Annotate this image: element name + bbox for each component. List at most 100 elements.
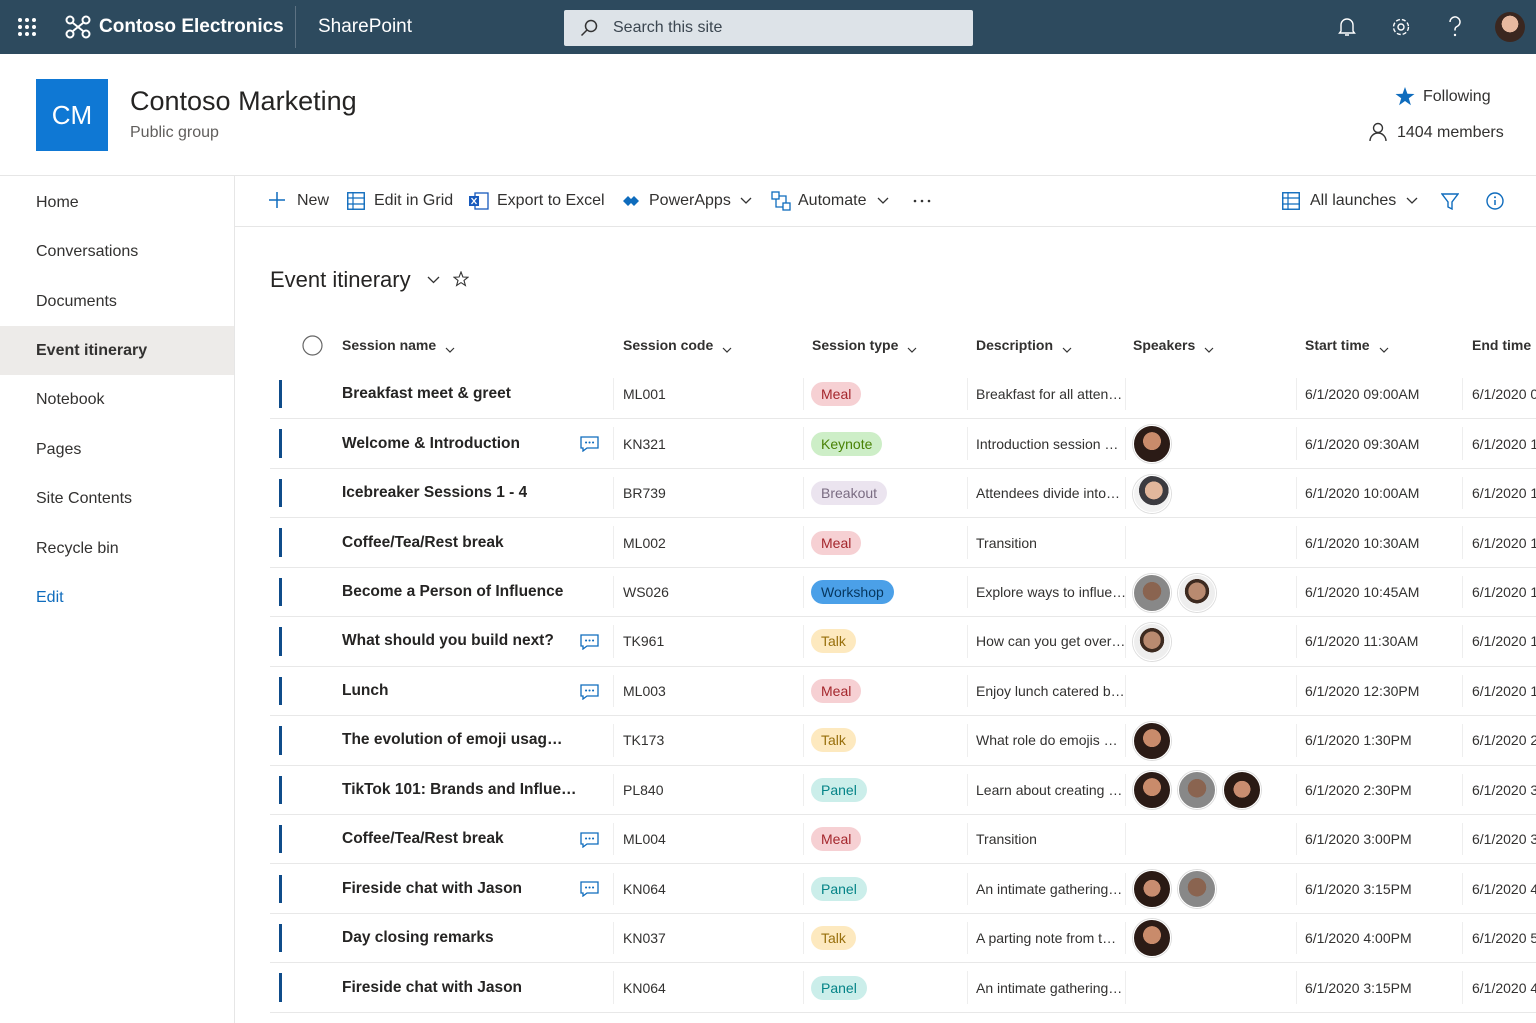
nav-item[interactable]: Notebook bbox=[36, 391, 105, 408]
speaker-avatar[interactable] bbox=[1178, 771, 1216, 809]
list-row[interactable]: The evolution of emoji usag… TK173 Talk Wha… bbox=[270, 716, 1536, 766]
comment-icon[interactable] bbox=[580, 684, 599, 700]
session-name[interactable]: Become a Person of Influence bbox=[342, 568, 563, 616]
list-row[interactable]: Icebreaker Sessions 1 - 4 BR739 Breakout At… bbox=[270, 469, 1536, 519]
session-name[interactable]: Fireside chat with Jason bbox=[342, 963, 522, 1011]
column-header[interactable]: Session type bbox=[812, 337, 899, 353]
session-name[interactable]: Icebreaker Sessions 1 - 4 bbox=[342, 469, 527, 517]
session-name-text[interactable]: Breakfast meet & greet bbox=[342, 385, 511, 403]
comment-icon[interactable] bbox=[580, 832, 599, 848]
column-header[interactable]: End time bbox=[1472, 337, 1532, 353]
comment-icon[interactable] bbox=[580, 634, 599, 650]
list-row[interactable]: Day closing remarks KN037 Talk A parting no… bbox=[270, 914, 1536, 964]
members[interactable]: 1404 members bbox=[1397, 124, 1504, 141]
nav-item[interactable]: Pages bbox=[36, 441, 82, 458]
session-name-text[interactable]: The evolution of emoji usag… bbox=[342, 731, 563, 749]
product-name[interactable]: SharePoint bbox=[318, 16, 413, 37]
view-selector[interactable]: All launches bbox=[1310, 192, 1397, 209]
session-name-text[interactable]: Coffee/Tea/Rest break bbox=[342, 533, 504, 551]
sort-chevron[interactable] bbox=[1062, 340, 1072, 358]
app-launcher[interactable] bbox=[18, 18, 36, 36]
session-name[interactable]: Coffee/Tea/Rest break bbox=[342, 518, 504, 566]
column-header[interactable]: Session code bbox=[623, 337, 714, 353]
speaker-avatar[interactable] bbox=[1133, 722, 1171, 760]
nav-item[interactable]: Home bbox=[36, 194, 79, 211]
session-name[interactable]: TikTok 101: Brands and Influe… bbox=[342, 766, 577, 814]
column-header[interactable]: Description bbox=[976, 337, 1054, 353]
list-row[interactable]: TikTok 101: Brands and Influe… PL840 Panel… bbox=[270, 766, 1536, 816]
chevron[interactable] bbox=[1406, 197, 1418, 205]
session-name[interactable]: Day closing remarks bbox=[342, 914, 494, 962]
sort-chevron[interactable] bbox=[1204, 340, 1214, 358]
chevron[interactable] bbox=[427, 276, 440, 284]
chevron[interactable] bbox=[740, 197, 752, 205]
export-button[interactable]: Export to Excel bbox=[497, 192, 605, 209]
comment-icon[interactable] bbox=[580, 436, 599, 452]
comment-icon[interactable] bbox=[580, 881, 599, 897]
list-row[interactable]: What should you build next? TK961 Talk How … bbox=[270, 617, 1536, 667]
settings-icon[interactable] bbox=[1391, 17, 1411, 37]
search-box[interactable]: Search this site bbox=[564, 10, 973, 46]
user-avatar[interactable] bbox=[1495, 12, 1525, 42]
column-header[interactable]: Start time bbox=[1305, 337, 1370, 353]
sort-chevron[interactable] bbox=[445, 340, 455, 358]
nav-item[interactable]: Documents bbox=[36, 293, 117, 310]
speaker-avatar[interactable] bbox=[1223, 771, 1261, 809]
select-all[interactable] bbox=[302, 335, 323, 356]
star-icon[interactable] bbox=[1395, 87, 1415, 106]
list-row[interactable]: Become a Person of Influence WS026 Worksho… bbox=[270, 568, 1536, 618]
session-name[interactable]: Breakfast meet & greet bbox=[342, 370, 511, 418]
speaker-avatar[interactable] bbox=[1133, 870, 1171, 908]
session-name-text[interactable]: Welcome & Introduction bbox=[342, 434, 520, 452]
session-name-text[interactable]: TikTok 101: Brands and Influe… bbox=[342, 780, 577, 798]
speaker-avatar[interactable] bbox=[1133, 574, 1171, 612]
nav-item[interactable]: Recycle bin bbox=[36, 540, 119, 557]
notifications-icon[interactable] bbox=[1338, 17, 1356, 37]
session-name-text[interactable]: Icebreaker Sessions 1 - 4 bbox=[342, 484, 528, 502]
session-name[interactable]: The evolution of emoji usag… bbox=[342, 716, 562, 764]
speaker-avatar[interactable] bbox=[1178, 574, 1216, 612]
more-icon[interactable] bbox=[913, 199, 931, 203]
session-name[interactable]: Coffee/Tea/Rest break bbox=[342, 815, 504, 863]
site-title[interactable]: Contoso Marketing bbox=[130, 86, 357, 116]
nav-item-selected[interactable]: Event itinerary bbox=[0, 326, 234, 375]
nav-item[interactable]: Site Contents bbox=[36, 490, 133, 507]
new-button[interactable]: New bbox=[297, 192, 330, 209]
session-name-text[interactable]: Fireside chat with Jason bbox=[342, 879, 523, 897]
list-row[interactable]: Fireside chat with Jason KN064 Panel An int… bbox=[270, 865, 1536, 914]
session-name[interactable]: Welcome & Introduction bbox=[342, 419, 520, 467]
org-name[interactable]: Contoso Electronics bbox=[99, 16, 284, 37]
session-name-text[interactable]: Day closing remarks bbox=[342, 929, 494, 947]
session-name-text[interactable]: Coffee/Tea/Rest break bbox=[342, 830, 504, 848]
session-name-text[interactable]: Become a Person of Influence bbox=[342, 583, 564, 601]
sort-chevron[interactable] bbox=[722, 340, 732, 358]
list-row[interactable]: Fireside chat with Jason KN064 Panel An int… bbox=[270, 963, 1536, 1013]
list-row[interactable]: Coffee/Tea/Rest break ML002 Meal Transition… bbox=[270, 518, 1536, 568]
automate-button[interactable]: Automate bbox=[798, 192, 867, 209]
session-name[interactable]: What should you build next? bbox=[342, 617, 554, 665]
favorite-icon[interactable] bbox=[453, 271, 469, 287]
speaker-avatar[interactable] bbox=[1133, 475, 1171, 513]
speaker-avatar[interactable] bbox=[1178, 870, 1216, 908]
session-name-text[interactable]: Fireside chat with Jason bbox=[342, 978, 523, 996]
column-header[interactable]: Session name bbox=[342, 337, 437, 353]
following[interactable]: Following bbox=[1423, 88, 1491, 105]
help-icon[interactable] bbox=[1448, 16, 1462, 38]
list-row[interactable]: Breakfast meet & greet ML001 Meal Breakfast… bbox=[270, 370, 1536, 420]
info-icon[interactable] bbox=[1486, 192, 1504, 210]
column-header[interactable]: Speakers bbox=[1133, 337, 1196, 353]
chevron[interactable] bbox=[877, 197, 889, 205]
list-row[interactable]: Lunch ML003 Meal Enjoy lunch catered b… 6/1/… bbox=[270, 667, 1536, 717]
speaker-avatar[interactable] bbox=[1133, 623, 1171, 661]
edit-grid-button[interactable]: Edit in Grid bbox=[374, 192, 454, 209]
speaker-avatar[interactable] bbox=[1133, 771, 1171, 809]
nav-edit[interactable]: Edit bbox=[36, 589, 64, 606]
speaker-avatar[interactable] bbox=[1133, 919, 1171, 957]
list-row[interactable]: Welcome & Introduction KN321 Keynote Introd… bbox=[270, 419, 1536, 469]
list-title[interactable]: Event itinerary bbox=[270, 267, 411, 292]
list-row[interactable]: Coffee/Tea/Rest break ML004 Meal Transition… bbox=[270, 815, 1536, 865]
session-name[interactable]: Fireside chat with Jason bbox=[342, 865, 522, 913]
sort-chevron[interactable] bbox=[1379, 340, 1389, 358]
powerapps-button[interactable]: PowerApps bbox=[649, 192, 731, 209]
speaker-avatar[interactable] bbox=[1133, 425, 1171, 463]
